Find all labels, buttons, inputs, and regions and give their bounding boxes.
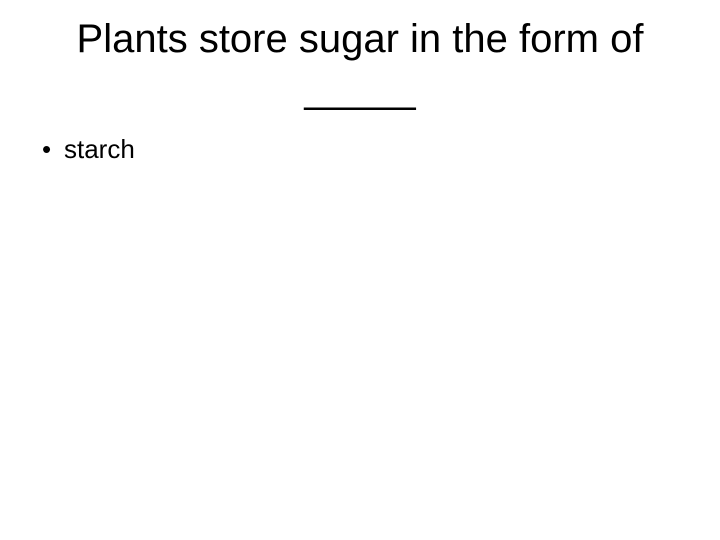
slide-title: Plants store sugar in the form of _____ — [0, 14, 720, 114]
bullet-list: starch — [0, 134, 720, 165]
title-line-1: Plants store sugar in the form of — [18, 14, 702, 64]
title-line-2: _____ — [18, 64, 702, 114]
bullet-text: starch — [64, 134, 135, 164]
slide: Plants store sugar in the form of _____ … — [0, 0, 720, 540]
list-item: starch — [42, 134, 720, 165]
